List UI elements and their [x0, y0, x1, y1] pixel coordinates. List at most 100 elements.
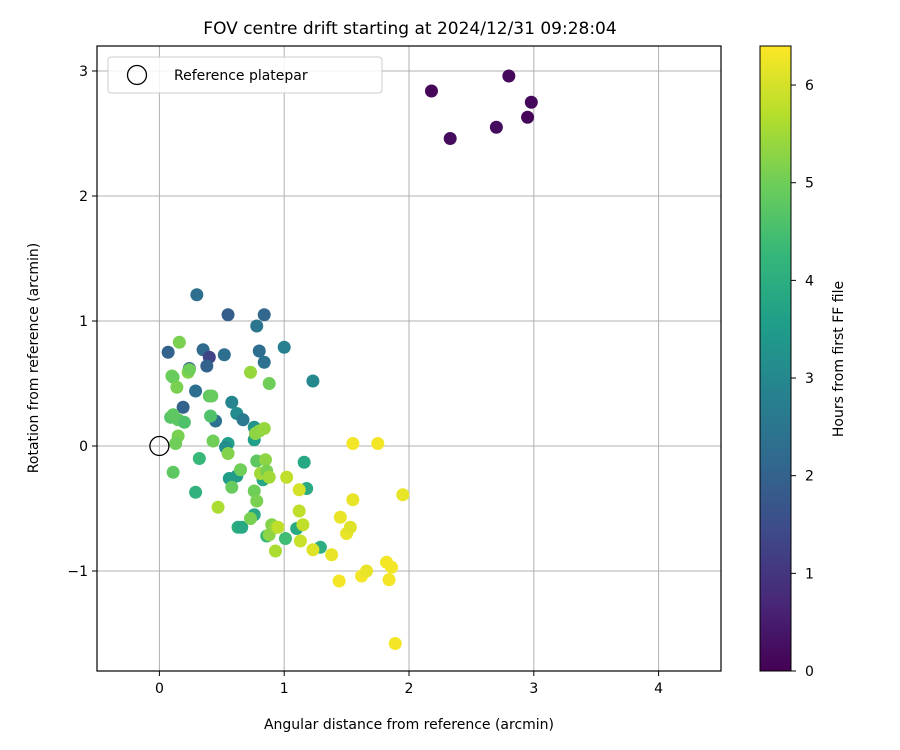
data-point	[192, 452, 206, 465]
chart-title: FOV centre drift starting at 2024/12/31 …	[203, 19, 616, 39]
data-point	[271, 520, 285, 534]
colorbar-tick-label: 6	[805, 78, 814, 94]
data-point	[189, 485, 203, 499]
data-point	[297, 455, 311, 469]
data-point	[306, 543, 320, 557]
data-point	[396, 488, 410, 502]
data-point	[200, 359, 214, 373]
data-point	[346, 493, 360, 507]
data-point	[205, 389, 219, 403]
y-tick-label: −1	[67, 564, 88, 580]
data-point	[169, 437, 183, 450]
reference-marker	[149, 435, 170, 457]
data-point	[176, 400, 190, 414]
colorbar-tick-label: 0	[805, 664, 814, 680]
legend-label: Reference platepar	[174, 68, 308, 84]
data-point	[521, 110, 535, 124]
data-point	[277, 340, 291, 354]
data-point	[257, 422, 271, 435]
data-point	[296, 518, 310, 532]
data-point	[292, 504, 306, 518]
data-point	[343, 520, 357, 534]
x-tick-label: 0	[155, 681, 164, 697]
data-point	[385, 560, 399, 574]
data-point	[489, 120, 503, 134]
y-tick-label: 0	[79, 439, 88, 455]
y-tick-label: 3	[79, 64, 88, 80]
data-point	[247, 484, 261, 498]
x-tick-label: 3	[529, 681, 538, 697]
data-point	[278, 532, 292, 545]
data-point	[333, 510, 347, 524]
data-point	[258, 453, 272, 467]
data-point	[234, 463, 248, 477]
data-point	[170, 380, 184, 394]
data-point	[268, 544, 282, 558]
colorbar-tick-label: 2	[805, 469, 814, 485]
data-point	[332, 574, 346, 588]
data-point	[235, 520, 249, 534]
colorbar-tick-label: 1	[805, 566, 814, 582]
data-point	[262, 377, 276, 390]
x-tick-label: 2	[405, 681, 414, 697]
colorbar-gradient	[759, 45, 792, 672]
data-point	[244, 365, 258, 379]
y-tick-label: 1	[79, 314, 88, 330]
data-point	[182, 363, 196, 377]
data-point	[250, 319, 264, 333]
data-point	[225, 480, 239, 494]
colorbar-tick-label: 4	[805, 273, 814, 289]
data-point	[524, 95, 538, 109]
data-point	[225, 395, 239, 409]
grid	[97, 46, 721, 671]
colorbar-ticks: 0 1 2 3 4 5 6	[791, 78, 814, 680]
data-point	[293, 534, 307, 548]
data-point	[217, 348, 231, 362]
data-point	[346, 437, 360, 450]
data-point	[161, 345, 175, 359]
data-point	[424, 84, 438, 98]
data-point	[257, 308, 271, 322]
data-point	[211, 500, 225, 514]
data-point	[166, 370, 180, 384]
y-axis-ticks: −1 0 1 2 3	[67, 64, 97, 580]
data-point	[502, 69, 516, 83]
data-point	[292, 483, 306, 497]
data-point	[443, 132, 457, 145]
data-point	[306, 374, 320, 388]
data-point	[221, 447, 235, 460]
data-point	[262, 470, 276, 484]
colorbar-tick-label: 3	[805, 371, 814, 387]
data-point	[206, 434, 220, 448]
y-tick-label: 2	[79, 189, 88, 205]
data-point	[252, 344, 266, 358]
data-point	[177, 415, 191, 429]
data-point	[244, 512, 258, 525]
x-axis-ticks: 0 1 2 3 4	[155, 671, 663, 697]
legend-marker-open-circle	[126, 64, 148, 86]
legend: Reference platepar	[107, 56, 383, 94]
data-point	[388, 637, 402, 650]
legend-box	[107, 56, 383, 94]
data-points	[161, 69, 538, 650]
data-point	[325, 548, 339, 562]
data-point	[204, 409, 218, 423]
data-point	[236, 413, 250, 427]
data-point	[257, 355, 271, 369]
data-point	[382, 573, 396, 587]
colorbar-label: Hours from first FF file	[831, 281, 847, 437]
data-point	[280, 470, 294, 484]
data-point	[360, 564, 374, 578]
reference-platepar-marker	[149, 435, 170, 457]
data-point	[250, 494, 264, 508]
x-axis-label: Angular distance from reference (arcmin)	[264, 717, 554, 733]
x-tick-label: 1	[280, 681, 289, 697]
data-point	[172, 335, 186, 349]
data-point	[166, 465, 180, 479]
data-point	[190, 288, 204, 302]
colorbar: 0 1 2 3 4 5 6 Hours from first FF file	[759, 45, 847, 680]
data-point	[371, 437, 385, 450]
colorbar-tick-label: 5	[805, 176, 814, 192]
data-point	[221, 308, 235, 322]
